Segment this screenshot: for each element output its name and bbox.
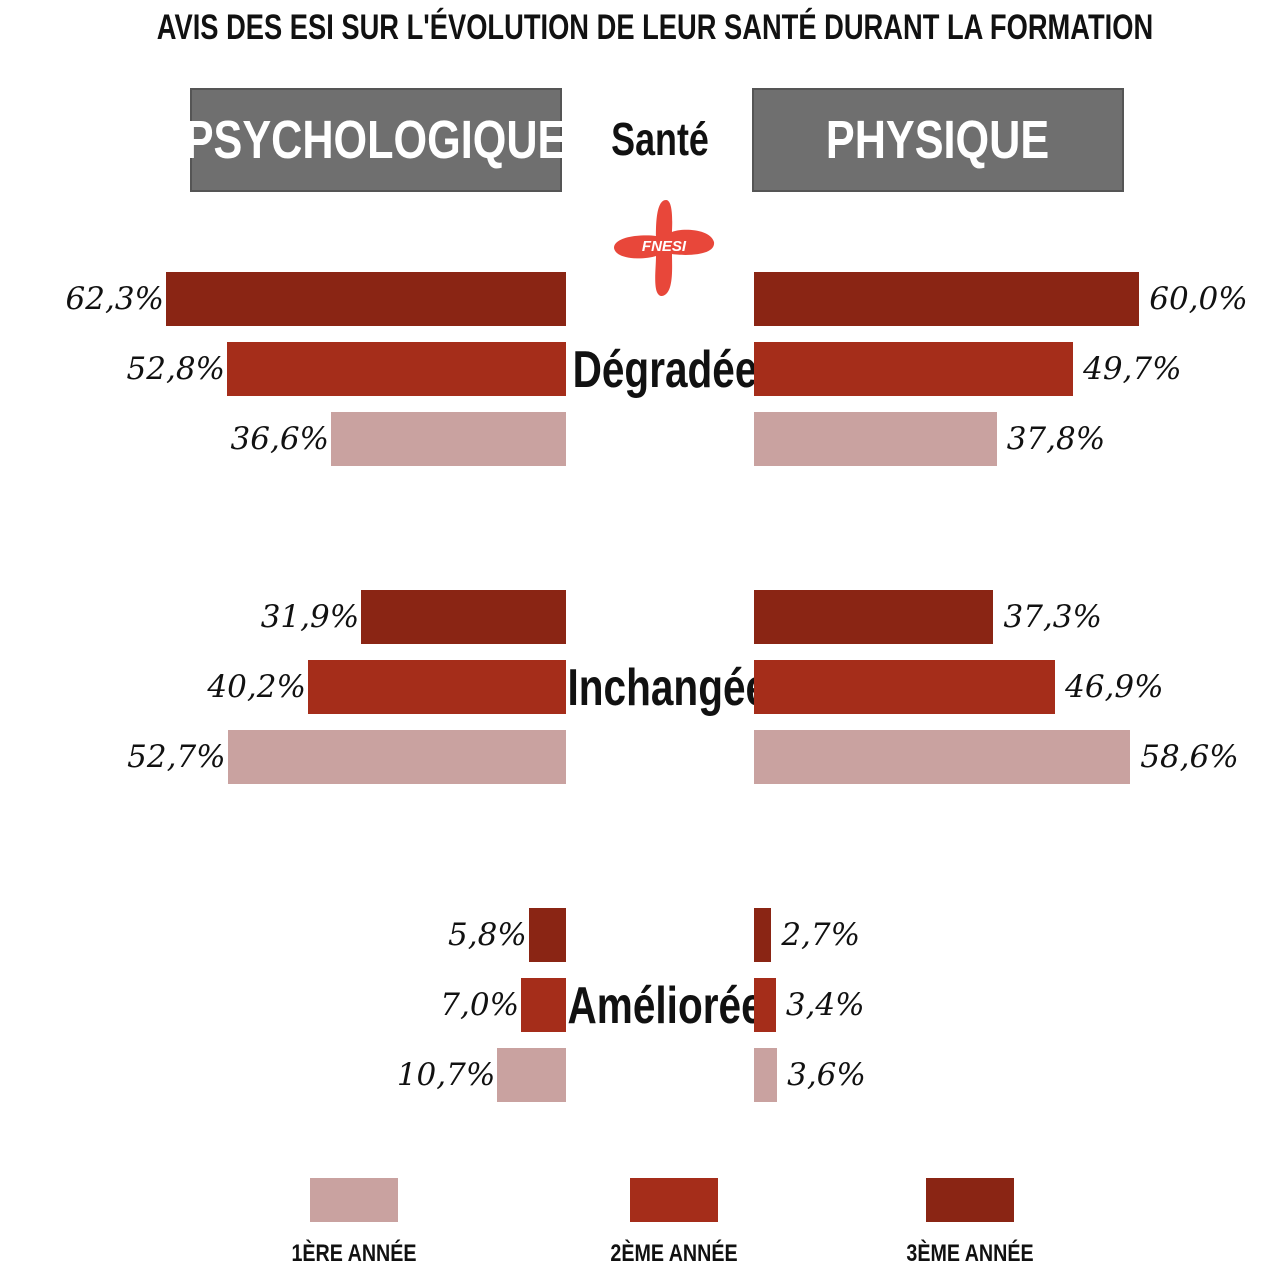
value-label-physique-0-2: 37,8%	[1006, 421, 1106, 457]
bar-psychologique-1-1	[307, 660, 566, 714]
bar-physique-0-2	[754, 412, 997, 466]
bar-psychologique-1-2	[227, 730, 566, 784]
panel-header-physique: PHYSIQUE	[752, 88, 1124, 192]
fnesi-logo-text: FNESI	[642, 238, 687, 255]
value-label-psychologique-1-1: 40,2%	[207, 669, 306, 705]
value-label-physique-1-1: 46,9%	[1065, 669, 1164, 705]
value-label-psychologique-2-1: 7,0%	[440, 987, 520, 1023]
value-label-psychologique-2-2: 10,7%	[396, 1057, 496, 1093]
value-label-physique-0-0: 60,0%	[1149, 281, 1248, 317]
category-label-2: Améliorée	[567, 977, 764, 1035]
value-label-physique-0-1: 49,7%	[1083, 351, 1182, 387]
bar-psychologique-2-2	[497, 1048, 566, 1102]
bar-physique-0-1	[754, 342, 1074, 396]
bar-physique-2-1	[754, 978, 776, 1032]
legend-label-2: 3ÈME ANNÉE	[906, 1240, 1034, 1267]
chart-title: AVIS DES ESI SUR L'ÉVOLUTION DE LEUR SAN…	[156, 8, 1154, 47]
value-label-psychologique-1-2: 52,7%	[127, 739, 226, 775]
value-label-psychologique-0-2: 36,6%	[230, 421, 330, 457]
bar-psychologique-0-2	[331, 412, 566, 466]
value-label-physique-1-2: 58,6%	[1140, 739, 1239, 775]
bar-physique-1-2	[754, 730, 1131, 784]
bar-physique-2-0	[754, 908, 772, 962]
value-label-physique-2-1: 3,4%	[785, 987, 865, 1023]
fnesi-logo: FNESI	[614, 200, 715, 296]
category-label-1: Inchangée	[567, 659, 769, 717]
value-label-psychologique-1-0: 31,9%	[260, 599, 360, 635]
value-label-psychologique-0-1: 52,8%	[126, 351, 225, 387]
value-label-psychologique-2-0: 5,8%	[448, 917, 527, 953]
value-label-physique-2-0: 2,7%	[781, 917, 861, 953]
bar-psychologique-1-0	[361, 590, 566, 644]
panel-header-physique-label: PHYSIQUE	[826, 110, 1050, 170]
legend-swatch-1	[630, 1178, 718, 1222]
legend-label-0: 1ÈRE ANNÉE	[291, 1240, 417, 1267]
bar-physique-0-0	[754, 272, 1140, 326]
legend-label-1: 2ÈME ANNÉE	[610, 1240, 738, 1267]
panel-header-psychologique: PSYCHOLOGIQUE	[185, 88, 567, 192]
bar-psychologique-0-1	[226, 342, 566, 396]
bar-psychologique-2-0	[528, 908, 566, 962]
category-label-0: Dégradée	[572, 341, 758, 399]
bar-psychologique-2-1	[521, 978, 566, 1032]
fnesi-logo-cross-icon	[614, 200, 715, 296]
bar-psychologique-0-0	[166, 272, 566, 326]
panel-header-psychologique-label: PSYCHOLOGIQUE	[185, 110, 567, 170]
value-label-physique-2-2: 3,6%	[787, 1057, 866, 1093]
legend-swatch-0	[310, 1178, 398, 1222]
bar-physique-2-2	[754, 1048, 778, 1102]
bar-physique-1-1	[754, 660, 1056, 714]
legend-swatch-2	[926, 1178, 1014, 1222]
bar-physique-1-0	[754, 590, 994, 644]
center-heading: Santé	[611, 113, 709, 165]
value-label-physique-1-0: 37,3%	[1003, 599, 1102, 635]
value-label-psychologique-0-0: 62,3%	[65, 281, 164, 317]
